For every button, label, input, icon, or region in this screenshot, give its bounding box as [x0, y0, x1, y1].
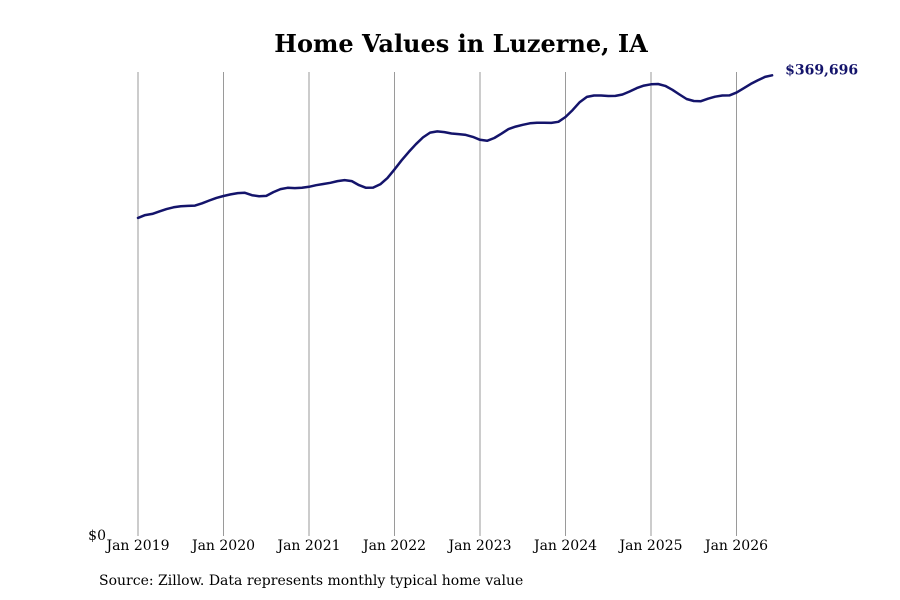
x-tick-label: Jan 2026 [703, 538, 768, 554]
series-line-home-value [136, 74, 774, 220]
x-tick-label: Jan 2025 [617, 538, 682, 554]
x-tick-label: Jan 2020 [190, 538, 255, 554]
x-tick-label: Jan 2021 [275, 538, 340, 554]
x-tick-label: Jan 2024 [532, 538, 597, 554]
y-tick-label-zero: $0 [88, 528, 106, 544]
x-tick-label: Jan 2019 [104, 538, 169, 554]
x-tick-label: Jan 2023 [446, 538, 511, 554]
chart-title: Home Values in Luzerne, IA [274, 29, 648, 58]
vertical-gridlines [137, 72, 737, 536]
source-note: Source: Zillow. Data represents monthly … [99, 573, 524, 589]
x-tick-labels: Jan 2019 Jan 2020 Jan 2021 Jan 2022 Jan 2023… [104, 538, 768, 554]
x-tick-label: Jan 2022 [361, 538, 426, 554]
latest-value-label: $369,696 [785, 62, 858, 78]
